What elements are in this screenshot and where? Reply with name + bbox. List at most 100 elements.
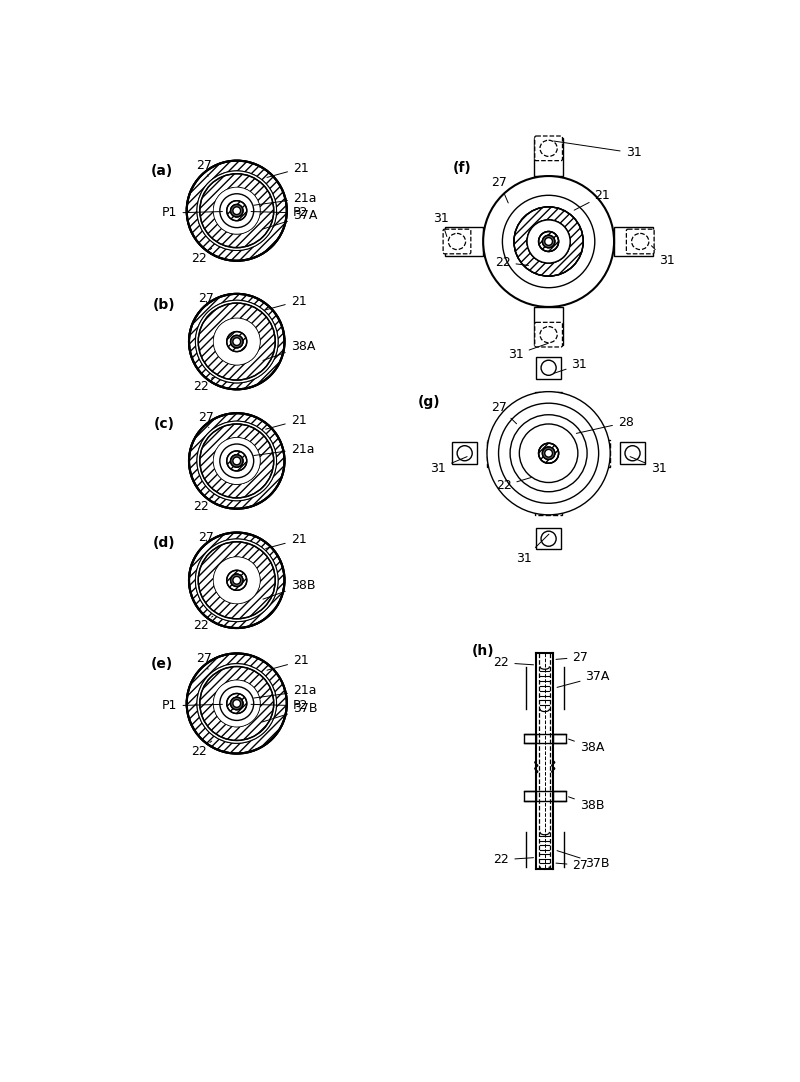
- Text: 21a: 21a: [254, 685, 317, 698]
- Text: 31: 31: [630, 457, 666, 475]
- Text: 22: 22: [191, 248, 212, 265]
- Circle shape: [189, 413, 285, 509]
- Ellipse shape: [540, 141, 558, 157]
- Circle shape: [198, 664, 276, 742]
- Circle shape: [545, 238, 553, 246]
- Text: 31: 31: [508, 343, 548, 361]
- Bar: [523, 734, 536, 742]
- Circle shape: [230, 697, 243, 710]
- Circle shape: [541, 360, 556, 375]
- Circle shape: [230, 204, 243, 216]
- Text: 27: 27: [198, 292, 214, 305]
- Wedge shape: [226, 331, 246, 352]
- Wedge shape: [538, 444, 558, 463]
- Circle shape: [233, 207, 241, 214]
- Text: 22: 22: [496, 477, 531, 492]
- Bar: [554, 734, 566, 742]
- Text: (b): (b): [153, 298, 175, 312]
- Bar: [614, 227, 653, 256]
- Circle shape: [542, 447, 554, 460]
- Text: (a): (a): [150, 164, 173, 179]
- Text: 38A: 38A: [569, 739, 604, 754]
- Text: 21: 21: [267, 655, 309, 670]
- Text: 37B: 37B: [262, 702, 318, 722]
- Bar: [535, 392, 562, 426]
- Circle shape: [196, 301, 278, 382]
- Text: 31: 31: [430, 457, 467, 475]
- Circle shape: [487, 392, 610, 515]
- Circle shape: [542, 235, 554, 248]
- Circle shape: [214, 681, 260, 727]
- Wedge shape: [514, 207, 583, 276]
- Circle shape: [545, 449, 553, 457]
- Text: 28: 28: [576, 415, 634, 434]
- Text: 21: 21: [266, 413, 306, 430]
- Text: 22: 22: [193, 378, 213, 394]
- Circle shape: [214, 557, 260, 604]
- Circle shape: [457, 446, 472, 461]
- Text: (f): (f): [453, 160, 472, 174]
- Text: 21: 21: [266, 294, 306, 309]
- Wedge shape: [226, 694, 246, 713]
- Text: P1: P1: [162, 699, 222, 712]
- Bar: [534, 137, 563, 176]
- Text: 27: 27: [198, 531, 214, 544]
- Circle shape: [186, 160, 287, 261]
- Wedge shape: [200, 667, 274, 740]
- Text: 38B: 38B: [569, 796, 604, 812]
- Bar: [536, 357, 561, 379]
- Text: 37B: 37B: [557, 850, 610, 870]
- Circle shape: [483, 176, 614, 307]
- Circle shape: [189, 294, 285, 390]
- Text: 27: 27: [198, 411, 214, 427]
- Bar: [620, 443, 645, 464]
- Circle shape: [196, 540, 278, 621]
- FancyBboxPatch shape: [626, 229, 654, 254]
- Text: P2: P2: [251, 207, 308, 220]
- Circle shape: [233, 577, 241, 584]
- Bar: [445, 227, 483, 256]
- Circle shape: [230, 575, 243, 586]
- Text: 31: 31: [433, 212, 449, 237]
- Text: 27: 27: [196, 159, 212, 176]
- Circle shape: [198, 171, 276, 250]
- Circle shape: [214, 438, 260, 484]
- Wedge shape: [226, 570, 246, 591]
- Wedge shape: [198, 303, 275, 380]
- Bar: [487, 439, 522, 466]
- Text: (d): (d): [153, 537, 175, 551]
- FancyBboxPatch shape: [443, 229, 471, 254]
- Bar: [536, 528, 561, 550]
- Text: 38A: 38A: [263, 340, 315, 360]
- Ellipse shape: [632, 234, 649, 250]
- Circle shape: [541, 531, 556, 546]
- Circle shape: [189, 532, 285, 628]
- Text: 21: 21: [266, 533, 306, 549]
- Text: 31: 31: [516, 535, 549, 565]
- FancyBboxPatch shape: [534, 322, 562, 347]
- Text: 22: 22: [494, 656, 534, 669]
- Bar: [534, 307, 563, 345]
- Text: 31: 31: [651, 246, 674, 267]
- Circle shape: [233, 338, 241, 345]
- Circle shape: [233, 700, 241, 708]
- Text: (g): (g): [418, 396, 441, 409]
- Text: 22: 22: [191, 741, 212, 757]
- Text: 27: 27: [196, 652, 212, 670]
- Wedge shape: [226, 451, 246, 471]
- Circle shape: [527, 220, 570, 263]
- Text: 27: 27: [491, 400, 517, 424]
- Wedge shape: [198, 542, 275, 619]
- Text: 22: 22: [193, 497, 213, 513]
- Wedge shape: [538, 232, 558, 251]
- Circle shape: [186, 654, 287, 753]
- Text: 22: 22: [494, 854, 534, 867]
- Text: 27: 27: [491, 176, 508, 203]
- Bar: [575, 439, 610, 466]
- Text: 21a: 21a: [254, 192, 317, 206]
- Text: 22: 22: [494, 255, 529, 268]
- Text: 31: 31: [554, 358, 587, 373]
- Circle shape: [198, 422, 276, 500]
- Text: (h): (h): [471, 644, 494, 658]
- Wedge shape: [189, 532, 285, 628]
